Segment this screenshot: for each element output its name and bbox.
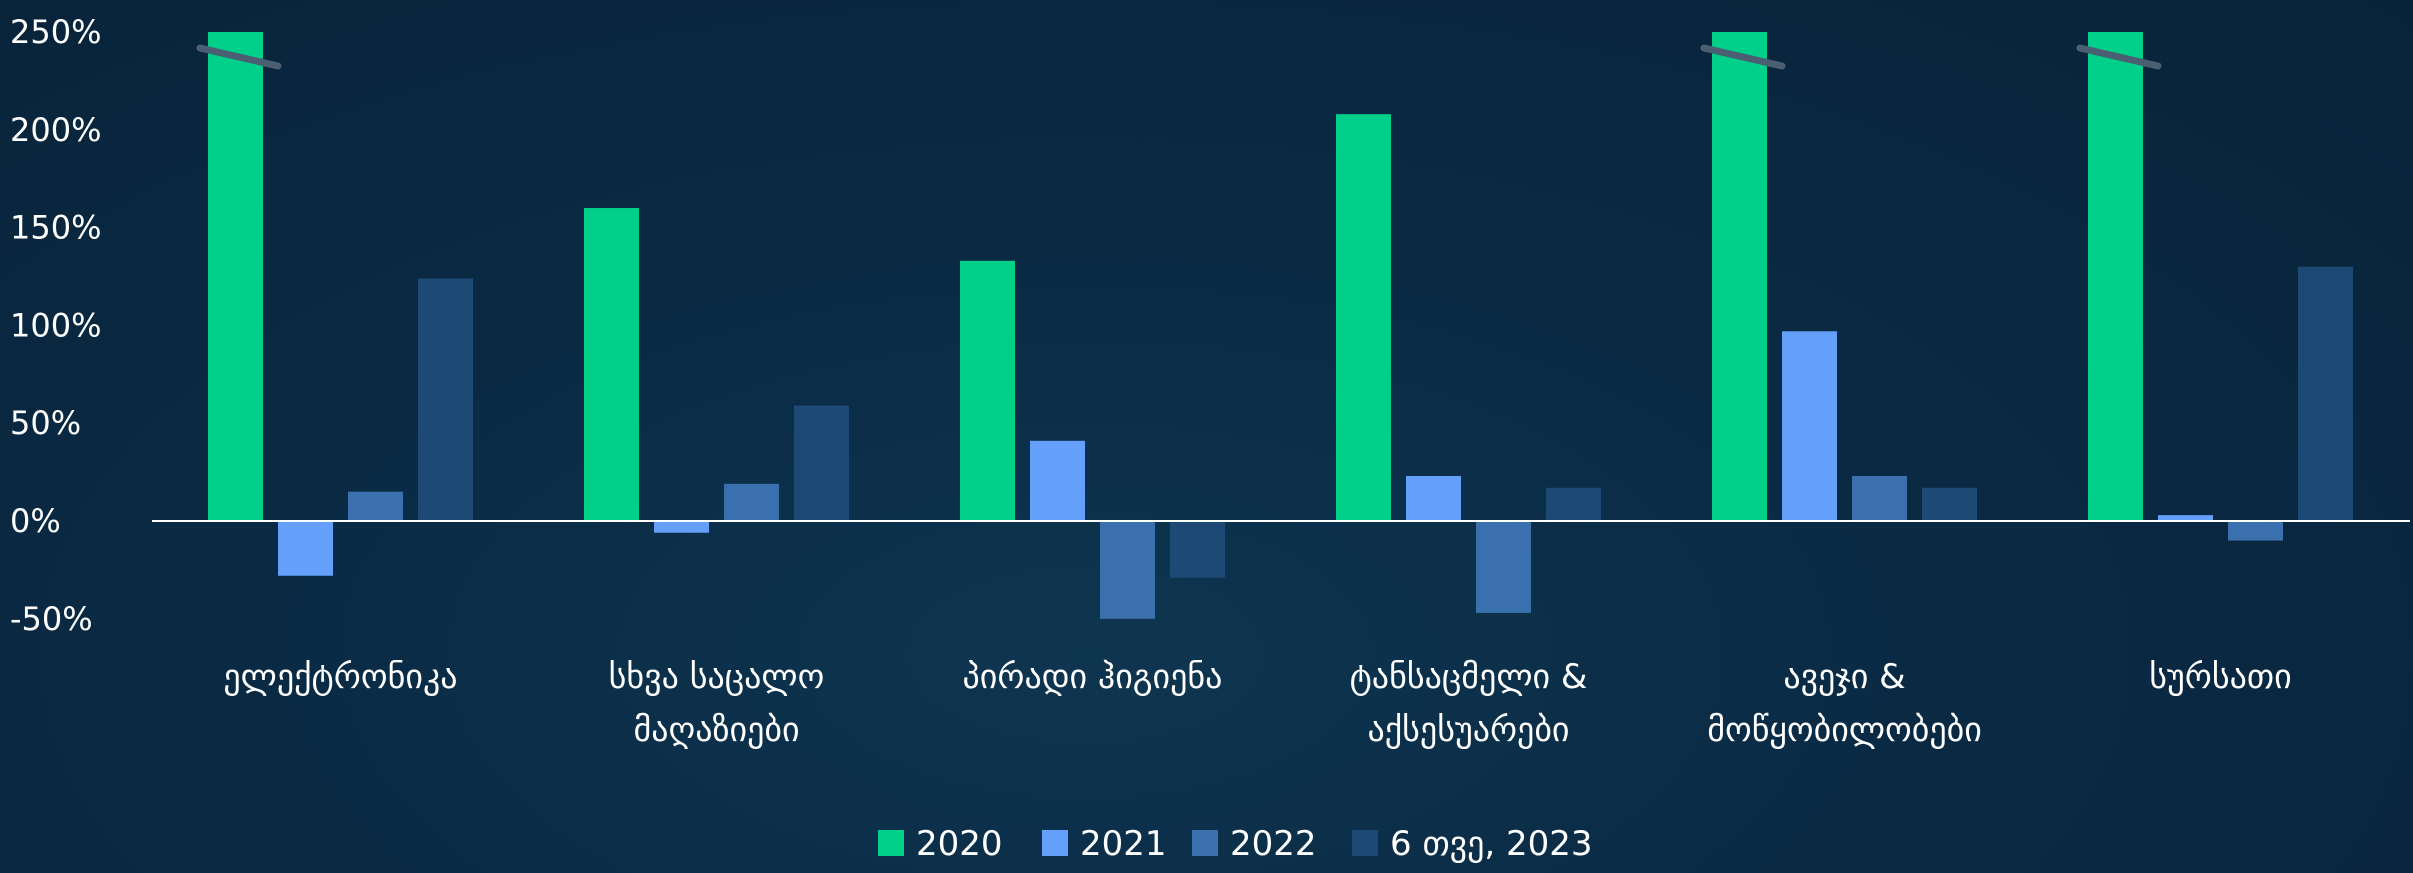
axis-break-marks [196,44,2162,70]
y-tick-label: -50% [10,600,93,638]
axis-break-mark [2076,44,2162,70]
bar [584,208,639,522]
category-label: აქსესუარები [1367,710,1569,750]
bar [2158,515,2213,521]
category-label: პირადი ჰიგიენა [963,657,1223,697]
bar [794,405,849,521]
bar [1476,521,1531,613]
legend-label: 2021 [1080,824,1167,864]
bar [1406,476,1461,521]
bar [2298,266,2353,521]
category-label: მაღაზიები [633,710,799,750]
category-label: სხვა საცალო [609,657,825,697]
bar [2228,521,2283,541]
category-label: ელექტრონიკა [223,657,457,697]
bar [2088,32,2143,521]
bar [1782,331,1837,521]
bar [208,32,263,521]
legend: 2020 2021 2022 6 თვე, 2023 [878,824,1593,864]
category-label: ტანსაცმელი & [1350,657,1588,697]
bar [1170,521,1225,578]
bar [1712,32,1767,521]
legend-swatch [1042,830,1068,856]
bars [208,32,2353,619]
y-tick-label: 250% [10,13,101,51]
bar [1336,114,1391,521]
legend-swatch [1352,830,1378,856]
bar [724,483,779,521]
y-axis: 250% 200% 150% 100% 50% 0% -50% [10,13,101,638]
y-tick-label: 150% [10,209,101,247]
bar [278,521,333,576]
bar [654,521,709,533]
bar [418,278,473,521]
bar [1100,521,1155,619]
legend-label: 6 თვე, 2023 [1390,824,1593,864]
legend-label: 2020 [916,824,1003,864]
category-label: სურსათი [2149,657,2291,697]
axis-break-mark [196,44,282,70]
bar [1852,476,1907,521]
bar [1546,487,1601,521]
legend-label: 2022 [1230,824,1317,864]
bar [1030,440,1085,521]
y-tick-label: 200% [10,111,101,149]
bar [348,491,403,521]
bar [960,260,1015,521]
category-label: ავეჯი & [1783,657,1905,697]
y-tick-label: 100% [10,306,101,344]
legend-swatch [1192,830,1218,856]
y-tick-label: 0% [10,502,61,540]
y-tick-label: 50% [10,404,81,442]
legend-swatch [878,830,904,856]
axis-break-mark [1700,44,1786,70]
category-label: მოწყობილობები [1707,710,1982,750]
x-axis-categories: ელექტრონიკა სხვა საცალო მაღაზიები პირადი ჰი… [223,657,2291,750]
bar [1922,487,1977,521]
